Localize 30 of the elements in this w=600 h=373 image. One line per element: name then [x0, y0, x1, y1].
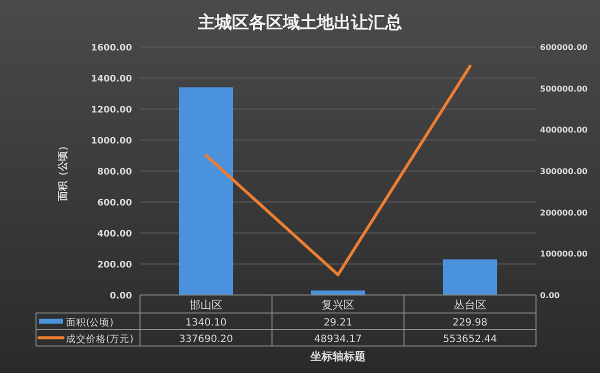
data-label: 29.21 — [324, 317, 352, 328]
y-tick-label: 0.00 — [110, 292, 132, 302]
y-tick-label: 800.00 — [97, 168, 132, 178]
y2-tick-label: 400000.00 — [540, 126, 588, 135]
y-tick-label: 1600.00 — [91, 44, 132, 54]
x-tick-label: 丛台区 — [454, 298, 486, 312]
data-label: 229.98 — [452, 317, 488, 328]
y-tick-label: 1400.00 — [91, 74, 132, 84]
y-tick-label: 400.00 — [97, 230, 132, 240]
y-tick-label: 1200.00 — [91, 106, 132, 116]
y-tick-label: 1000.00 — [91, 136, 132, 146]
legend-label: 面积(公顷) — [66, 316, 114, 328]
data-label: 553652.44 — [442, 334, 498, 345]
y2-tick-label: 600000.00 — [540, 43, 588, 52]
y2-tick-label: 100000.00 — [540, 250, 588, 259]
y2-tick-label: 500000.00 — [540, 84, 588, 94]
data-label: 1340.10 — [185, 317, 227, 328]
y2-tick-label: 0.00 — [540, 291, 560, 300]
x-tick-label: 邯山区 — [190, 298, 222, 312]
data-label: 48934.17 — [314, 334, 362, 345]
data-label: 337690.20 — [178, 334, 234, 345]
x-tick-label: 复兴区 — [322, 298, 354, 312]
y-axis-title: 面积（公顷） — [57, 141, 69, 202]
y2-tick-label: 300000.00 — [540, 167, 588, 176]
y-tick-label: 600.00 — [97, 198, 132, 208]
chart-title: 主城区各区域土地出让汇总 — [197, 13, 402, 33]
x-axis-title: 坐标轴标题 — [310, 350, 366, 363]
y-tick-label: 200.00 — [97, 260, 132, 270]
legend-label: 成交价格(万元) — [66, 332, 134, 345]
y2-tick-label: 200000.00 — [540, 208, 588, 218]
